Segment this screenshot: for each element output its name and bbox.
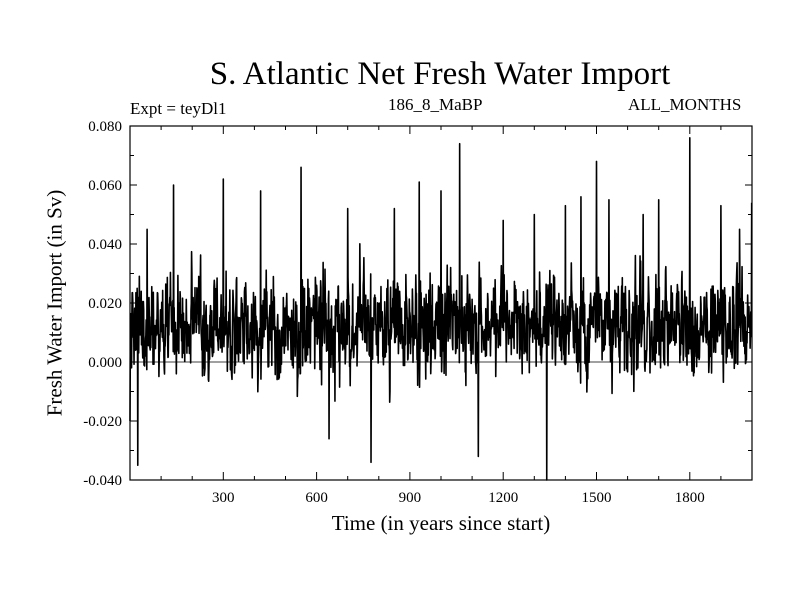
y-tick-label: 0.080: [88, 119, 122, 135]
x-axis-title: Time (in years since start): [331, 511, 551, 535]
x-tick-label: 1800: [675, 490, 705, 506]
x-tick-label: 1200: [488, 490, 518, 506]
x-tick-label: 900: [399, 490, 422, 506]
chart-title: S. Atlantic Net Fresh Water Import: [209, 56, 671, 92]
x-tick-label: 600: [305, 490, 328, 506]
experiment-label: Expt = teyDl1: [130, 99, 227, 118]
y-tick-label: 0.060: [88, 178, 122, 194]
y-tick-label: 0.000: [88, 355, 122, 371]
y-tick-label: 0.020: [88, 296, 122, 312]
y-tick-label: -0.020: [83, 414, 122, 430]
run-label: 186_8_MaBP: [388, 95, 483, 114]
series-layer: [129, 137, 753, 481]
x-tick-label: 300: [212, 490, 235, 506]
months-label: ALL_MONTHS: [628, 95, 742, 114]
x-axis: 300 600 900 1200 1500 1800: [160, 126, 722, 506]
y-tick-label: -0.040: [83, 473, 122, 489]
y-axis-title: Fresh Water Import (in Sv): [42, 189, 67, 417]
x-tick-label: 1500: [582, 490, 612, 506]
y-axis: -0.040 -0.020 0.000 0.020 0.040 0.060 0.080: [83, 119, 752, 489]
y-tick-label: 0.040: [88, 237, 122, 253]
series-line: [129, 137, 753, 481]
